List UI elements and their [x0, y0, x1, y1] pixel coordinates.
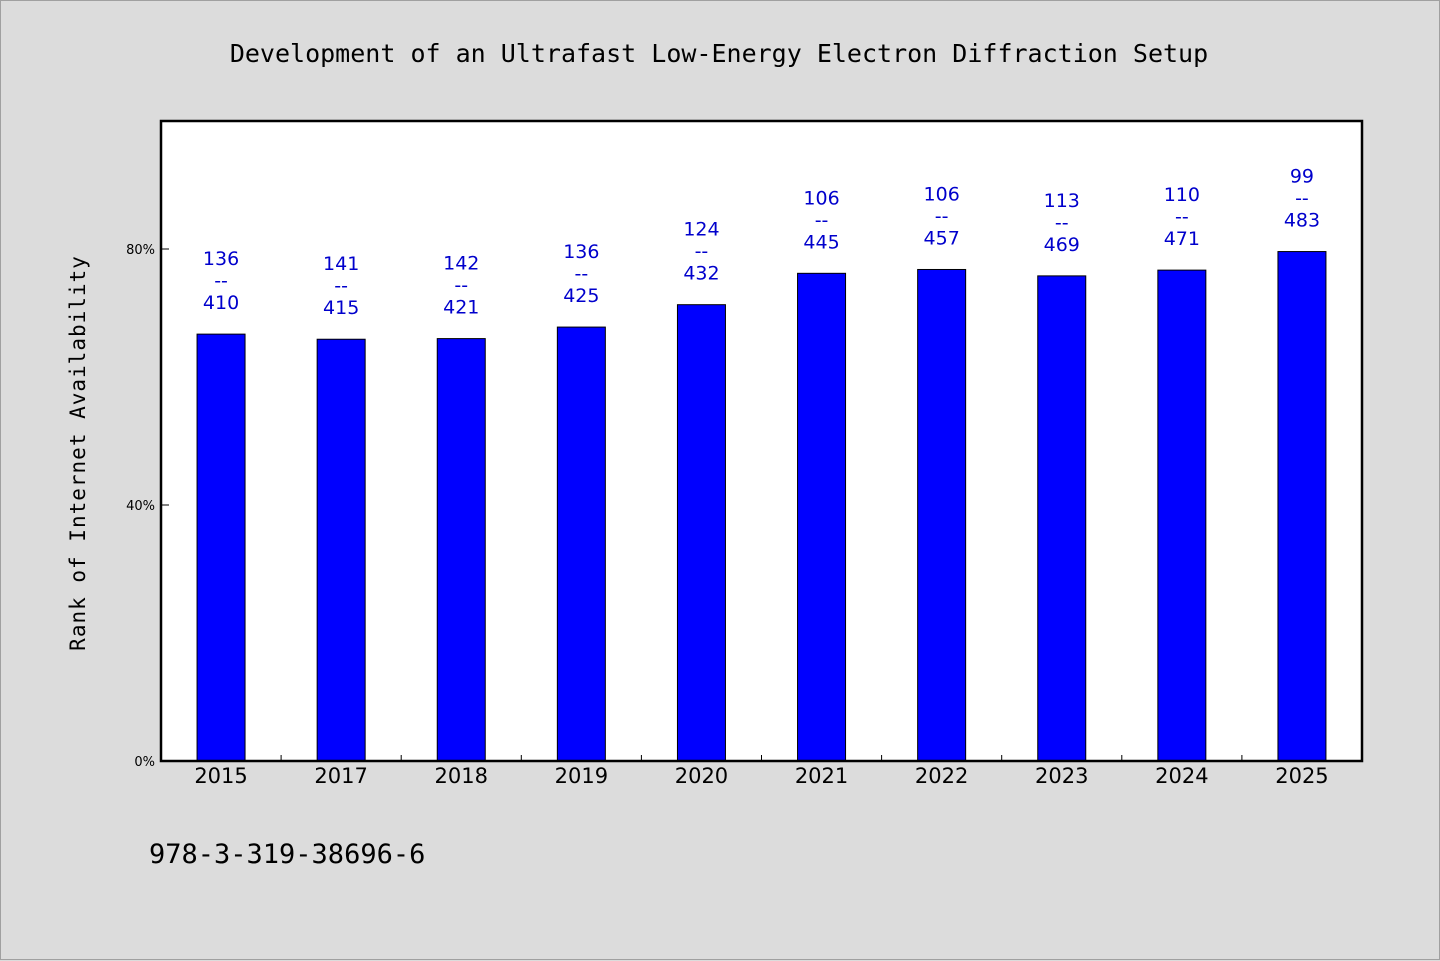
data-label-top-2015: 136	[203, 248, 239, 270]
data-label-separator-2023: --	[1055, 212, 1069, 234]
data-label-separator-2018: --	[454, 275, 468, 297]
y-axis-ticks: 0% 40% 80%	[126, 243, 169, 770]
x-tick-label-2017: 2017	[314, 764, 367, 788]
data-label-separator-2022: --	[935, 205, 949, 227]
x-axis-ticks: 2015 2017 2018 2019 2020 2021 2022 2023 2024 2025	[194, 755, 1329, 788]
data-label-separator-2025: --	[1295, 188, 1309, 210]
data-label-top-2019: 136	[563, 241, 599, 263]
data-label-top-2025: 99	[1290, 166, 1314, 188]
y-tick-label-0: 0%	[134, 755, 155, 770]
bar-2024	[1157, 269, 1207, 762]
data-label-separator-2019: --	[574, 263, 588, 285]
y-tick-label-40: 40%	[126, 499, 155, 514]
data-label-separator-2020: --	[695, 241, 709, 263]
data-label-top-2021: 106	[803, 187, 839, 209]
data-label-bottom-2019: 425	[563, 285, 599, 307]
bar-2020	[676, 304, 726, 762]
data-label-separator-2015: --	[214, 270, 228, 292]
data-label-separator-2021: --	[815, 209, 829, 231]
bar-2022	[917, 268, 967, 762]
data-label-top-2020: 124	[683, 219, 719, 241]
data-label-top-2017: 141	[323, 253, 359, 275]
data-label-separator-2017: --	[334, 275, 348, 297]
data-label-bottom-2020: 432	[683, 263, 719, 285]
y-tick-label-80: 80%	[126, 243, 155, 258]
x-tick-label-2023: 2023	[1035, 764, 1088, 788]
bar-2015	[196, 333, 246, 762]
data-label-bottom-2022: 457	[924, 227, 960, 249]
data-label-top-2018: 142	[443, 253, 479, 275]
data-label-bottom-2015: 410	[203, 292, 239, 314]
bar-2017	[316, 338, 366, 762]
data-label-bottom-2023: 469	[1044, 234, 1080, 256]
y-axis-label: Rank of Internet Availability	[66, 255, 90, 651]
x-tick-label-2025: 2025	[1275, 764, 1328, 788]
x-tick-label-2022: 2022	[915, 764, 968, 788]
x-tick-label-2015: 2015	[194, 764, 247, 788]
x-tick-label-2018: 2018	[435, 764, 488, 788]
bar-2021	[797, 272, 847, 762]
data-label-top-2024: 110	[1164, 184, 1200, 206]
isbn-text: 978-3-319-38696-6	[149, 839, 425, 870]
plot-frame	[159, 119, 1364, 763]
data-label-bottom-2017: 415	[323, 297, 359, 319]
data-label-bottom-2021: 445	[803, 231, 839, 253]
bar-2018	[436, 338, 486, 762]
data-label-bottom-2018: 421	[443, 297, 479, 319]
data-label-bottom-2025: 483	[1284, 210, 1320, 232]
data-label-top-2022: 106	[924, 183, 960, 205]
data-label-top-2023: 113	[1044, 190, 1080, 212]
bar-2025	[1277, 251, 1327, 762]
bar-2023	[1037, 275, 1087, 762]
x-tick-label-2024: 2024	[1155, 764, 1208, 788]
data-labels-group: 136--410141--415142--421136--425124--432…	[203, 166, 1320, 320]
x-tick-label-2020: 2020	[675, 764, 728, 788]
chart-title: Development of an Ultrafast Low-Energy E…	[230, 39, 1208, 68]
data-label-bottom-2024: 471	[1164, 228, 1200, 250]
x-tick-label-2019: 2019	[555, 764, 608, 788]
data-label-separator-2024: --	[1175, 206, 1189, 228]
bars-group	[196, 251, 1327, 762]
x-tick-label-2021: 2021	[795, 764, 848, 788]
bar-2019	[556, 326, 606, 762]
